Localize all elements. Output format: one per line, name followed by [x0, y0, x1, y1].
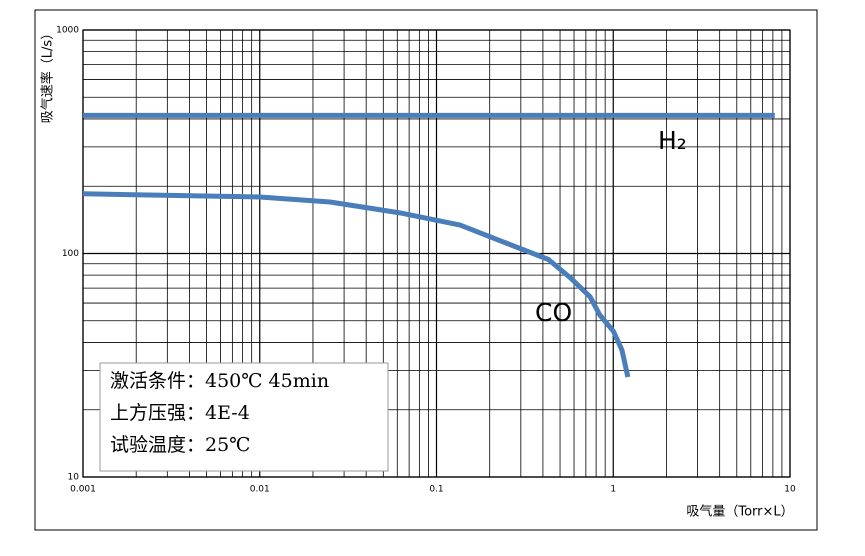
annotation: 上方压强：4E-4 [110, 402, 250, 424]
x-tick-label: 0.1 [429, 485, 443, 495]
y-tick-label: 1000 [56, 26, 79, 36]
x-tick-label: 0.01 [250, 485, 270, 495]
x-tick-label: 1 [610, 485, 616, 495]
y-axis-label: 吸气速率（L/s） [40, 27, 56, 123]
x-tick-label: 0.001 [70, 485, 96, 495]
series-line [82, 191, 631, 378]
frame [34, 9, 818, 531]
annotation: 试验温度：25℃ [110, 434, 250, 456]
annotation-box [99, 362, 389, 472]
plot-border [82, 29, 791, 478]
x-axis-label: 吸气量（Torr×L） [686, 504, 793, 520]
y-tick-label: 100 [62, 249, 79, 259]
x-tick-label: 10 [784, 485, 796, 495]
y-tick-label: 10 [68, 473, 80, 483]
annotation: 激活条件：450℃ 45min [110, 370, 329, 392]
series-label: CO [535, 298, 572, 327]
series-label: H₂ [658, 126, 687, 155]
